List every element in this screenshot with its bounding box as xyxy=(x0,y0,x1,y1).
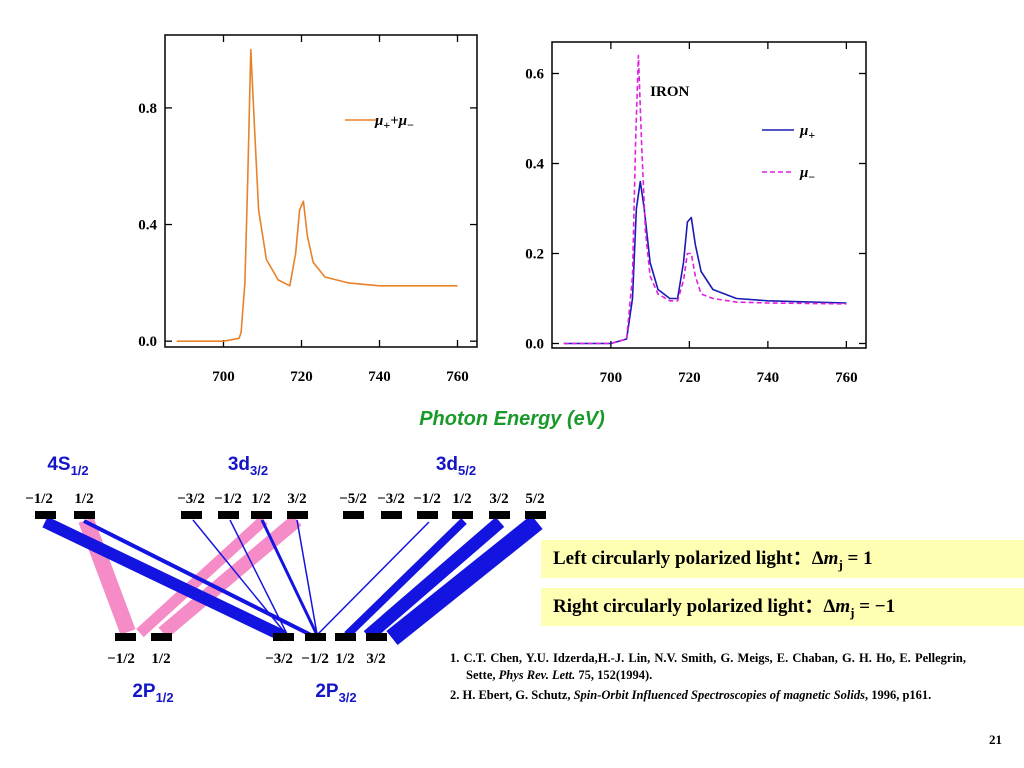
mj-label: 3/2 xyxy=(366,651,385,667)
energy-level-lower xyxy=(151,633,172,641)
energy-level-upper xyxy=(452,511,473,519)
energy-level-upper xyxy=(381,511,402,519)
legend-label: μ++μ− xyxy=(374,113,414,132)
m-symbol: m xyxy=(823,548,839,569)
transition-blue xyxy=(260,519,319,636)
reference-1: 1. C.T. Chen, Y.U. Idzerda,H.-J. Lin, N.… xyxy=(450,651,966,682)
left-polarization-label: Left circularly polarized light： xyxy=(553,548,812,569)
transition-blue xyxy=(386,514,543,646)
mj-label: 3/2 xyxy=(287,491,306,507)
transition-blue xyxy=(229,519,288,635)
transition-blue xyxy=(363,517,505,641)
level-name: 2P1/2 xyxy=(132,681,173,705)
mj-label: −3/2 xyxy=(377,491,405,507)
energy-level-upper xyxy=(74,511,95,519)
level-name: 2P3/2 xyxy=(315,681,356,705)
mj-label: 1/2 xyxy=(335,651,354,667)
x-tick-label: 740 xyxy=(368,369,391,385)
energy-level-upper xyxy=(35,511,56,519)
x-tick-label: 720 xyxy=(290,369,313,385)
energy-level-lower xyxy=(273,633,294,641)
x-tick-label: 760 xyxy=(835,370,858,386)
right-polarization-label: Right circularly polarized light： xyxy=(553,596,824,617)
transition-blue xyxy=(192,519,287,635)
references: 1. C.T. Chen, Y.U. Idzerda,H.-J. Lin, N.… xyxy=(450,650,966,707)
transition-pink xyxy=(158,514,302,639)
left-polarization-box: Left circularly polarized light：Δmj = 1 xyxy=(541,540,1024,578)
transition-pink xyxy=(136,515,268,638)
mj-label: −1/2 xyxy=(301,651,329,667)
x-tick-label: 700 xyxy=(600,370,623,386)
delta-symbol: Δ xyxy=(811,548,824,569)
energy-level-upper xyxy=(417,511,438,519)
energy-level-upper xyxy=(251,511,272,519)
right-relation: = −1 xyxy=(854,596,896,617)
transition-blue xyxy=(317,521,430,635)
level-name: 3d3/2 xyxy=(228,454,268,478)
y-tick-label: 0.6 xyxy=(525,67,544,83)
mj-label: −1/2 xyxy=(413,491,441,507)
transition-blue xyxy=(344,518,467,638)
x-tick-label: 700 xyxy=(212,369,235,385)
plot-frame xyxy=(551,41,867,349)
x-tick-label: 760 xyxy=(446,369,469,385)
transition-blue xyxy=(42,516,286,642)
reference-2: 2. H. Ebert, G. Schutz, Spin-Orbit Influ… xyxy=(450,688,932,702)
m-symbol: m xyxy=(835,596,851,617)
series-line xyxy=(176,48,458,342)
delta-symbol: Δ xyxy=(823,596,836,617)
legend-label: μ+ xyxy=(799,123,815,142)
level-name: 3d5/2 xyxy=(436,454,476,478)
y-tick-label: 0.2 xyxy=(525,247,544,263)
transition-blue xyxy=(296,519,318,635)
j-subscript: j xyxy=(838,556,843,572)
page-number: 21 xyxy=(989,732,1002,747)
mj-label: −1/2 xyxy=(25,491,53,507)
plot-frame xyxy=(164,34,478,348)
y-tick-label: 0.4 xyxy=(525,157,544,173)
energy-level-upper xyxy=(287,511,308,519)
energy-level-lower xyxy=(335,633,356,641)
j-subscript: j xyxy=(850,604,855,620)
mj-label: 1/2 xyxy=(452,491,471,507)
mj-label: −5/2 xyxy=(339,491,367,507)
mj-label: −1/2 xyxy=(107,651,135,667)
transition-pink xyxy=(78,517,136,635)
energy-level-upper xyxy=(181,511,202,519)
energy-level-lower xyxy=(115,633,136,641)
energy-level-upper xyxy=(489,511,510,519)
x-tick-label: 740 xyxy=(757,370,780,386)
mj-label: −1/2 xyxy=(214,491,242,507)
energy-level-upper xyxy=(525,511,546,519)
y-tick-label: 0.4 xyxy=(138,218,157,234)
mj-label: 1/2 xyxy=(151,651,170,667)
mj-label: 1/2 xyxy=(251,491,270,507)
energy-level-lower xyxy=(305,633,326,641)
right-polarization-box: Right circularly polarized light：Δmj = −… xyxy=(541,588,1024,626)
energy-level-upper xyxy=(218,511,239,519)
series-line xyxy=(563,54,847,345)
y-tick-label: 0.0 xyxy=(138,334,157,350)
mj-label: −3/2 xyxy=(265,651,293,667)
x-tick-label: 720 xyxy=(678,370,701,386)
transition-blue xyxy=(83,519,314,638)
legend-label: μ− xyxy=(799,165,815,184)
mj-label: 3/2 xyxy=(489,491,508,507)
mj-label: 5/2 xyxy=(525,491,544,507)
energy-level-lower xyxy=(366,633,387,641)
y-tick-label: 0.8 xyxy=(138,101,157,117)
mj-label: 1/2 xyxy=(74,491,93,507)
left-relation: = 1 xyxy=(842,548,873,569)
mj-label: −3/2 xyxy=(177,491,205,507)
chart-title: IRON xyxy=(650,84,689,100)
energy-level-upper xyxy=(343,511,364,519)
series-line xyxy=(563,180,847,345)
x-axis-title: Photon Energy (eV) xyxy=(419,408,605,430)
y-tick-label: 0.0 xyxy=(525,337,544,353)
level-name: 4S1/2 xyxy=(47,454,88,478)
